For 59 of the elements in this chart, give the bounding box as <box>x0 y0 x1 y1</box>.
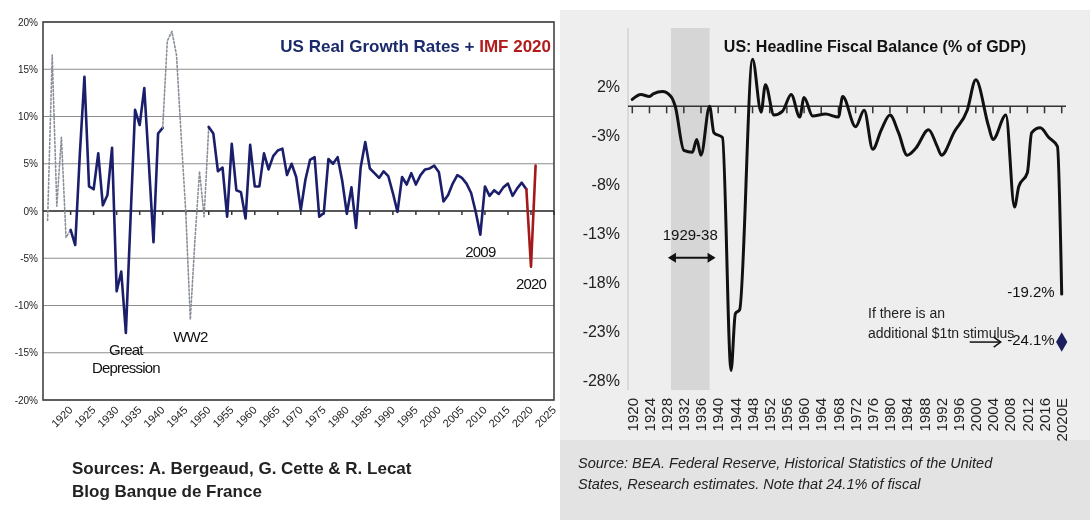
annotation: 2020 <box>515 274 547 292</box>
x-tick-label: 2008 <box>1001 398 1019 432</box>
y-tick-label: -20% <box>14 394 39 406</box>
line-series <box>207 125 528 236</box>
x-tick-label: 1932 <box>675 398 693 432</box>
y-tick-label: 2% <box>596 78 620 96</box>
x-tick-label: 1924 <box>640 398 658 432</box>
x-tick-label: 1988 <box>915 398 933 432</box>
x-tick-label: 1984 <box>898 398 916 432</box>
y-tick-label: -28% <box>582 371 620 389</box>
x-tick-label: 1956 <box>778 398 796 432</box>
x-tick-label: 2000 <box>967 398 985 432</box>
x-tick-label: 1944 <box>726 398 744 432</box>
y-tick-label: -10% <box>14 300 39 311</box>
x-tick-label: 1996 <box>949 398 967 432</box>
band-label: 1929-38 <box>662 225 718 243</box>
line-series <box>161 30 210 321</box>
y-tick-label: -18% <box>582 273 620 291</box>
x-tick-label: 1992 <box>932 398 950 432</box>
text: IMF 2020 <box>474 37 551 56</box>
y-tick-label: 15% <box>17 63 39 75</box>
x-tick-label: 1940 <box>709 398 727 432</box>
y-tick-label: 20% <box>17 16 39 28</box>
x-tick-label: 1920 <box>623 398 641 432</box>
x-tick-label: 1976 <box>864 398 882 432</box>
y-tick-label: 0% <box>23 205 39 217</box>
x-tick-label: 1964 <box>812 398 830 432</box>
annotation: Great Depression <box>91 340 161 376</box>
annotation: 2009 <box>465 242 496 260</box>
y-tick-label: 5% <box>23 158 39 170</box>
y-tick-label: 10% <box>17 111 39 122</box>
y-tick-label: -15% <box>14 347 39 359</box>
y-tick-label: -23% <box>582 322 620 340</box>
x-tick-label: 2020E <box>1052 398 1070 442</box>
line-series <box>46 54 72 239</box>
text: US: Headline Fiscal Balance (% of GDP) <box>723 38 1027 55</box>
annotation: -19.2% <box>1007 283 1055 301</box>
x-tick-label: 1968 <box>829 398 847 432</box>
y-tick-label: -8% <box>591 176 620 194</box>
x-tick-label: 2012 <box>1018 398 1036 432</box>
x-tick-label: 1972 <box>846 398 864 432</box>
y-tick-label: -13% <box>582 225 620 243</box>
x-tick-label: 1952 <box>760 398 778 432</box>
text: Blog Banque de France <box>72 482 262 501</box>
x-tick-label: 1936 <box>692 398 710 432</box>
line-series <box>69 75 164 335</box>
source-note: Source: BEA. Federal Reserve, Historical Statistics of the United States, Research estimates. Note that 24.1% of fiscal <box>578 455 994 493</box>
x-tick-label: 2004 <box>984 398 1002 432</box>
x-tick-label: 2016 <box>1035 398 1053 432</box>
y-tick-label: -5% <box>20 252 39 264</box>
line-series <box>630 57 1064 372</box>
x-tick-label: 1928 <box>657 398 675 432</box>
source-note: Sources: A. Bergeaud, G. Cette & R. Lecat <box>72 459 412 478</box>
y-tick-label: -3% <box>591 127 620 145</box>
text: US Real Growth Rates + <box>280 37 475 56</box>
x-tick-label: 1948 <box>743 398 761 432</box>
x-tick-label: 1980 <box>881 398 899 432</box>
annotation: WW2 <box>173 327 208 345</box>
x-tick-label: 1960 <box>795 398 813 432</box>
